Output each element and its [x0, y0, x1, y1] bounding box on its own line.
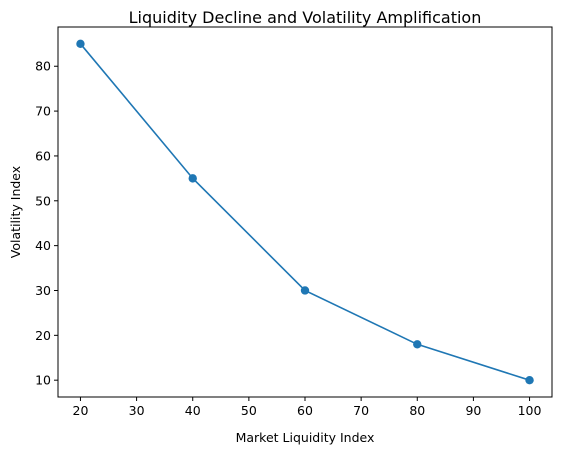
- data-point: [76, 39, 85, 49]
- y-axis-ticks: 10 20 30 40 50 60 70 80: [35, 59, 58, 388]
- x-axis-label: Market Liquidity Index: [236, 430, 375, 445]
- y-tick-label: 60: [35, 148, 51, 163]
- x-tick-label: 30: [129, 403, 145, 418]
- y-tick-label: 70: [35, 104, 51, 119]
- chart-title: Liquidity Decline and Volatility Amplifi…: [129, 8, 482, 27]
- data-point: [188, 174, 197, 183]
- x-tick-label: 60: [297, 403, 313, 418]
- plot-frame: [57, 26, 553, 398]
- series-group: [76, 39, 534, 385]
- y-tick-label: 20: [35, 328, 51, 343]
- data-point: [413, 340, 422, 349]
- x-tick-label: 50: [241, 403, 257, 418]
- data-point: [300, 286, 310, 295]
- y-tick-label: 50: [35, 193, 51, 208]
- y-tick-label: 80: [35, 59, 51, 74]
- x-tick-label: 40: [185, 403, 201, 418]
- series-line: [79, 43, 530, 381]
- x-axis-ticks: 20 30 40 50 60 70 80 90 100: [73, 397, 542, 418]
- y-tick-label: 30: [35, 283, 51, 298]
- y-axis-label: Volatility Index: [8, 166, 23, 258]
- x-tick-label: 70: [353, 403, 369, 418]
- x-tick-label: 100: [518, 403, 542, 418]
- data-point: [525, 375, 534, 385]
- y-tick-label: 10: [35, 373, 51, 388]
- y-tick-label: 40: [35, 238, 51, 253]
- x-tick-label: 80: [409, 403, 425, 418]
- x-tick-label: 90: [465, 403, 481, 418]
- plot-area: 20 30 40 50 60 70 80 90 100 10 20 30 40 50 60 70 80: [35, 26, 553, 418]
- x-tick-label: 20: [73, 403, 89, 418]
